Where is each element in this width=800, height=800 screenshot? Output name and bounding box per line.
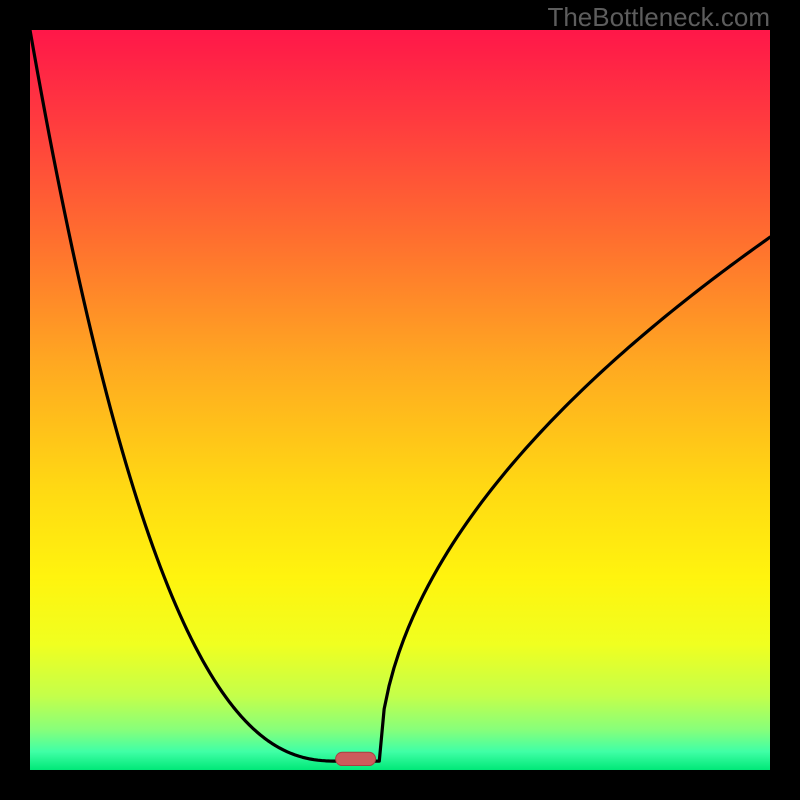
chart-overlay — [30, 30, 770, 770]
watermark-text: TheBottleneck.com — [547, 2, 770, 33]
bottleneck-marker — [336, 752, 376, 765]
chart-container: TheBottleneck.com — [0, 0, 800, 800]
bottleneck-curve — [30, 30, 770, 761]
plot-area — [30, 30, 770, 770]
